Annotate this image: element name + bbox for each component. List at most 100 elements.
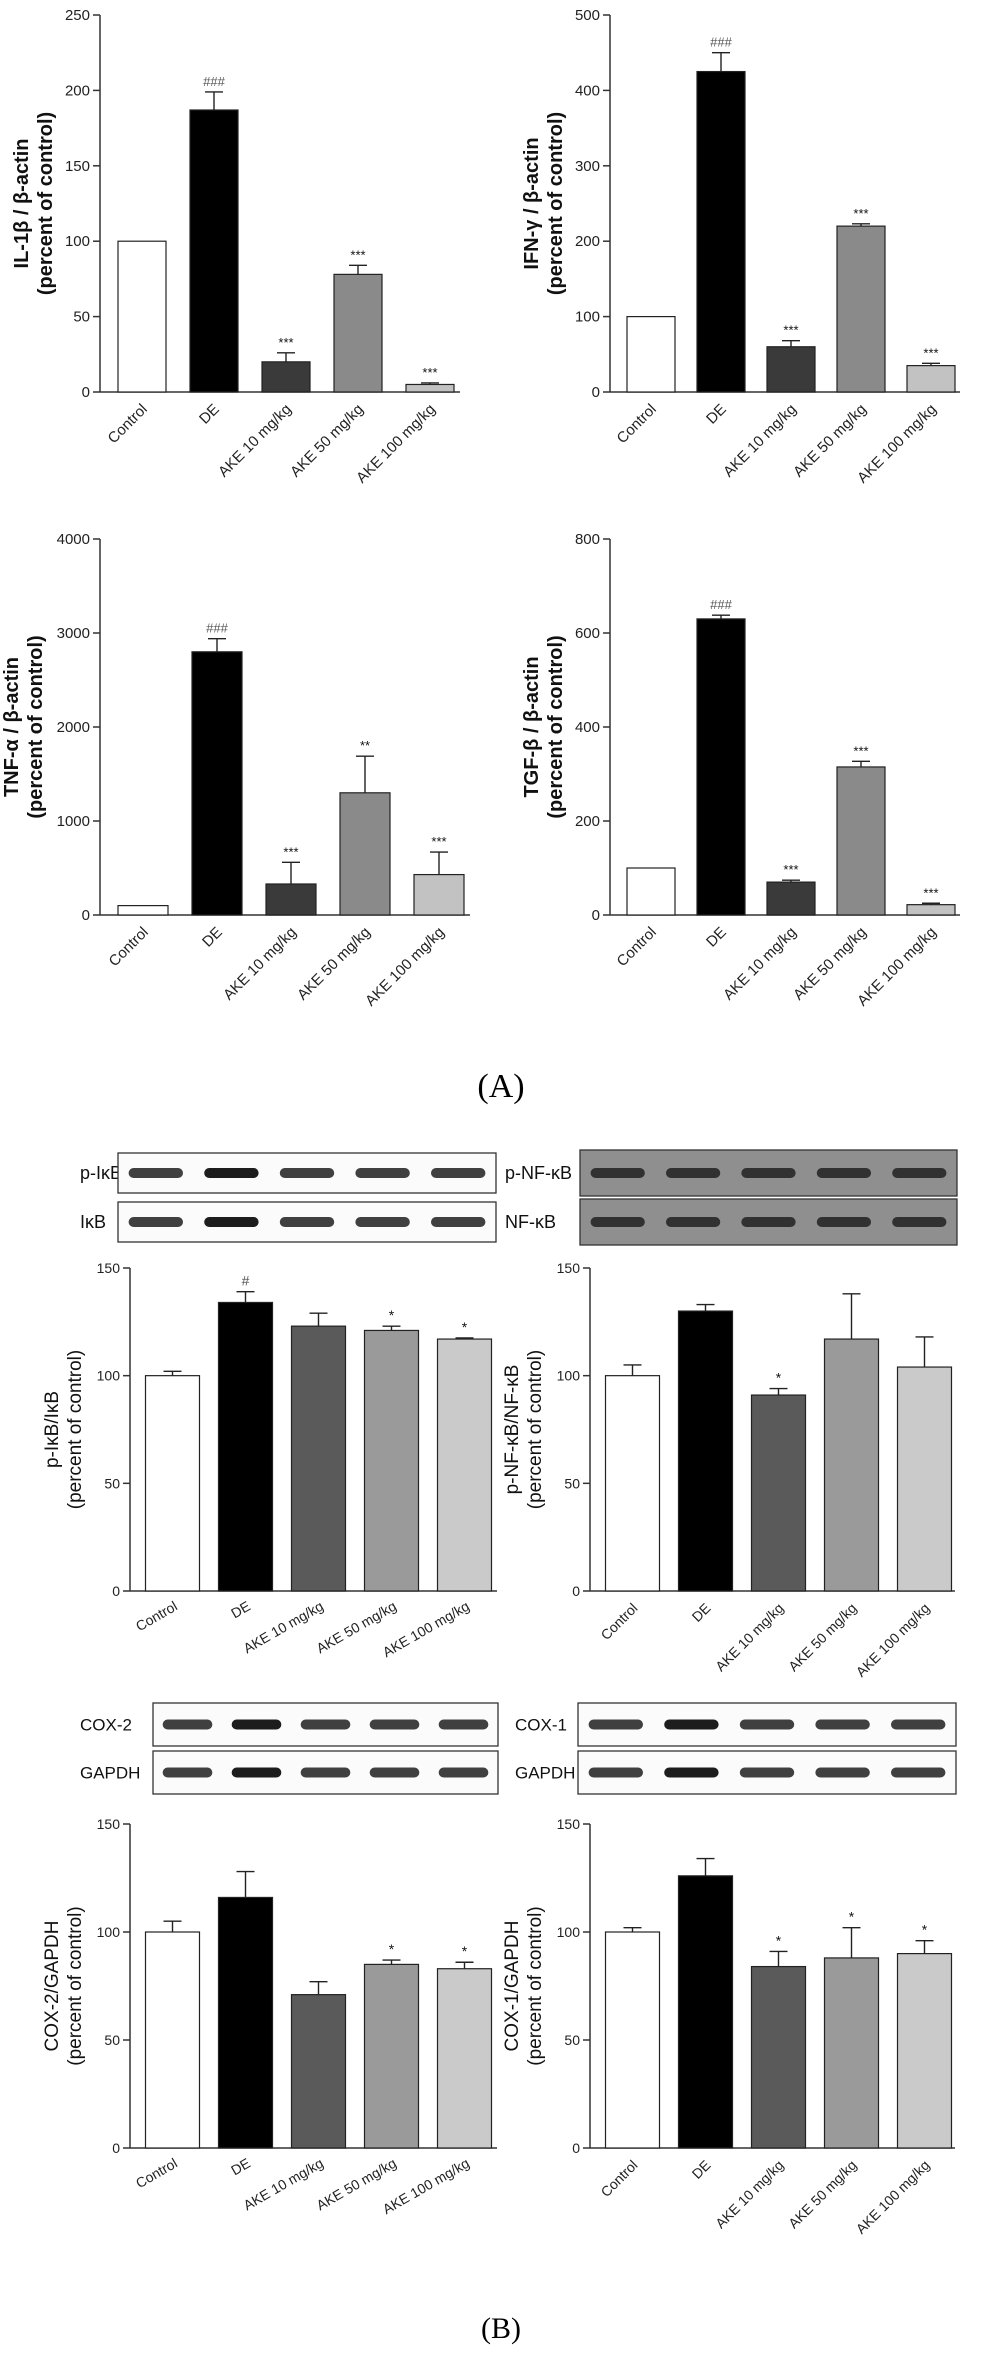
significance-label: * xyxy=(849,1909,855,1925)
bar xyxy=(191,651,243,916)
blot-row-label: IκB xyxy=(80,1212,106,1232)
y-tick-label: 600 xyxy=(575,625,600,642)
blot-band xyxy=(430,1217,486,1227)
blot-band xyxy=(739,1767,795,1778)
significance-label: *** xyxy=(923,885,938,900)
y-tick-label: 0 xyxy=(572,2140,580,2156)
y-axis-label-line: (percent of control) xyxy=(65,1906,86,2065)
y-axis-label-line: (percent of control) xyxy=(525,1350,546,1509)
blot-band xyxy=(300,1767,351,1778)
bar xyxy=(436,1968,493,2149)
significance-label: ### xyxy=(710,35,732,50)
category-label: DE xyxy=(196,401,223,428)
category-label: DE xyxy=(703,401,730,428)
category-label: DE xyxy=(689,1600,714,1625)
bar xyxy=(217,1896,274,2149)
y-axis-label: IFN-γ / β-actin (percent of control) xyxy=(521,112,567,295)
y-tick-label: 500 xyxy=(575,7,600,24)
y-tick-label: 0 xyxy=(112,2140,120,2156)
significance-label: * xyxy=(922,1922,928,1938)
blot-band xyxy=(890,1767,946,1778)
category-label: AKE 10 mg/kg xyxy=(712,2157,787,2232)
blot-band xyxy=(890,1719,946,1730)
blot-cox1: COX-1 GAPDH xyxy=(515,1702,957,1795)
y-axis-label: COX-1/GAPDH (percent of control) xyxy=(502,1906,546,2065)
blot-cox2: COX-2 GAPDH xyxy=(80,1702,499,1795)
y-tick-label: 0 xyxy=(572,1583,580,1599)
blot-band xyxy=(162,1719,213,1730)
bar xyxy=(604,1375,661,1592)
bar xyxy=(896,1952,953,2149)
y-tick-label: 150 xyxy=(97,1816,121,1832)
y-tick-label: 200 xyxy=(65,82,90,99)
category-label: Control xyxy=(597,1600,640,1643)
significance-label: *** xyxy=(350,247,365,262)
blot-band xyxy=(128,1168,184,1178)
category-label: DE xyxy=(703,924,730,951)
y-axis-label-line: (percent of control) xyxy=(545,112,567,295)
y-tick-label: 0 xyxy=(592,907,600,924)
blot-band xyxy=(231,1719,282,1730)
bar xyxy=(677,1875,734,2149)
blot-band xyxy=(355,1217,410,1227)
bar xyxy=(363,1963,420,2149)
blot-band xyxy=(128,1217,184,1227)
bar xyxy=(290,1325,347,1592)
bar xyxy=(117,904,169,916)
category-label: AKE 50 mg/kg xyxy=(785,1600,860,1675)
bar xyxy=(189,109,239,393)
y-axis-label-line: TGF-β / β-actin xyxy=(521,656,543,797)
y-axis-label: TNF-α / β-actin (percent of control) xyxy=(1,635,47,818)
blot-row-label: NF-κB xyxy=(505,1212,556,1232)
bar xyxy=(290,1994,347,2149)
y-axis-label-line: COX-2/GAPDH xyxy=(42,1921,63,2052)
significance-label: *** xyxy=(853,743,868,758)
bar xyxy=(413,873,465,916)
chart-tgfb: 0 200 400 600 800 TGF-β / β-actin (percent of … xyxy=(521,531,960,1010)
category-label: DE xyxy=(689,2157,714,2182)
blot-band xyxy=(588,1719,644,1730)
category-label: Control xyxy=(614,401,660,447)
chart-pikb: 0 50 100 150 p-IκB/IκB (percent of control) Co… xyxy=(42,1260,497,1660)
blot-band xyxy=(741,1217,796,1227)
y-axis-label-line: (percent of control) xyxy=(65,1350,86,1509)
y-axis-label-line: IFN-γ / β-actin xyxy=(521,137,543,269)
y-tick-label: 2000 xyxy=(57,719,90,736)
y-tick-label: 0 xyxy=(592,384,600,401)
category-label: Control xyxy=(105,401,151,447)
significance-label: * xyxy=(776,1932,782,1948)
bar xyxy=(677,1310,734,1592)
blot-pikb: p-IκB IκB xyxy=(80,1152,497,1243)
chart-pnfkb: 0 50 100 150 p-NF-κB/NF-κB (percent of contro… xyxy=(502,1260,955,1680)
category-label: AKE 100 mg/kg xyxy=(853,1600,933,1680)
y-axis-label-line: (percent of control) xyxy=(545,635,567,818)
category-label: AKE 50 mg/kg xyxy=(785,2157,860,2232)
bar xyxy=(696,618,746,916)
y-axis-label: TGF-β / β-actin (percent of control) xyxy=(521,635,567,818)
blot-band xyxy=(369,1767,420,1778)
blot-row-label: COX-1 xyxy=(515,1716,567,1735)
category-label: DE xyxy=(199,924,226,951)
category-label: AKE 50 mg/kg xyxy=(294,924,374,1004)
blot-row-label: GAPDH xyxy=(515,1764,575,1783)
significance-label: *** xyxy=(783,862,798,877)
chart-cox1: 0 50 100 150 COX-1/GAPDH (percent of control)… xyxy=(502,1816,955,2237)
blot-band xyxy=(664,1767,719,1778)
y-axis-label: p-IκB/IκB (percent of control) xyxy=(42,1350,86,1509)
chart-ifng: 0 100 200 300 400 500 IFN-γ / β-actin (percent … xyxy=(521,7,960,487)
y-tick-label: 400 xyxy=(575,719,600,736)
bar xyxy=(906,365,956,393)
bar xyxy=(836,225,886,393)
chart-il1b: 0 50 100 150 200 250 IL-1β / β-actin (percent o… xyxy=(11,7,460,487)
bar xyxy=(261,361,311,393)
blot-band xyxy=(430,1168,486,1178)
significance-label: ### xyxy=(710,597,732,612)
y-axis-label-line: (percent of control) xyxy=(525,1906,546,2065)
panel-a-label: (A) xyxy=(477,1068,524,1105)
significance-label: ### xyxy=(206,621,228,636)
category-label: AKE 50 mg/kg xyxy=(287,401,367,481)
significance-label: *** xyxy=(283,844,298,859)
blot-band xyxy=(355,1168,410,1178)
y-tick-label: 50 xyxy=(104,2032,120,2048)
